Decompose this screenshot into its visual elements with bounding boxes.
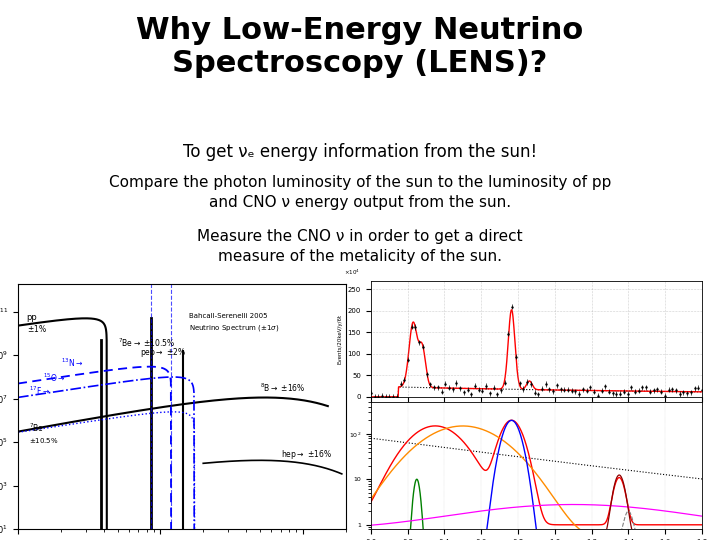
Text: Neutrino Spectrum ($\pm$1$\sigma$): Neutrino Spectrum ($\pm$1$\sigma$) <box>189 323 280 333</box>
Text: hep$\rightarrow$ $\pm$16%: hep$\rightarrow$ $\pm$16% <box>281 448 332 462</box>
Text: Why Low-Energy Neutrino
Spectroscopy (LENS)?: Why Low-Energy Neutrino Spectroscopy (LE… <box>136 16 584 78</box>
Text: Compare the photon luminosity of the sun to the luminosity of pp
and CNO ν energ: Compare the photon luminosity of the sun… <box>109 176 611 210</box>
Text: $^8$B$\rightarrow$ $\pm$16%: $^8$B$\rightarrow$ $\pm$16% <box>260 382 305 394</box>
Text: $^{13}$N$\rightarrow$: $^{13}$N$\rightarrow$ <box>61 356 84 369</box>
Text: $^{15}$O$\rightarrow$: $^{15}$O$\rightarrow$ <box>43 372 66 384</box>
Y-axis label: Events/20keV/y/6t: Events/20keV/y/6t <box>337 314 342 364</box>
Text: Measure the CNO ν in order to get a direct
measure of the metalicity of the sun.: Measure the CNO ν in order to get a dire… <box>197 230 523 264</box>
Text: $\pm$1%: $\pm$1% <box>27 323 47 334</box>
Text: $^7$Be: $^7$Be <box>30 421 45 434</box>
Text: pep$\rightarrow$ $\pm$2%: pep$\rightarrow$ $\pm$2% <box>140 346 186 359</box>
Text: Bahcall-Serenelli 2005: Bahcall-Serenelli 2005 <box>189 313 268 319</box>
Text: $^{17}$F$\rightarrow$: $^{17}$F$\rightarrow$ <box>30 384 50 397</box>
Text: $^7$Be$\rightarrow$ $\pm$10.5%: $^7$Be$\rightarrow$ $\pm$10.5% <box>117 336 175 349</box>
Text: pp: pp <box>27 313 37 322</box>
Text: $\pm$10.5%: $\pm$10.5% <box>30 436 59 445</box>
Text: To get νₑ energy information from the sun!: To get νₑ energy information from the su… <box>183 143 537 161</box>
Text: $\times$10$^4$: $\times$10$^4$ <box>344 268 360 277</box>
